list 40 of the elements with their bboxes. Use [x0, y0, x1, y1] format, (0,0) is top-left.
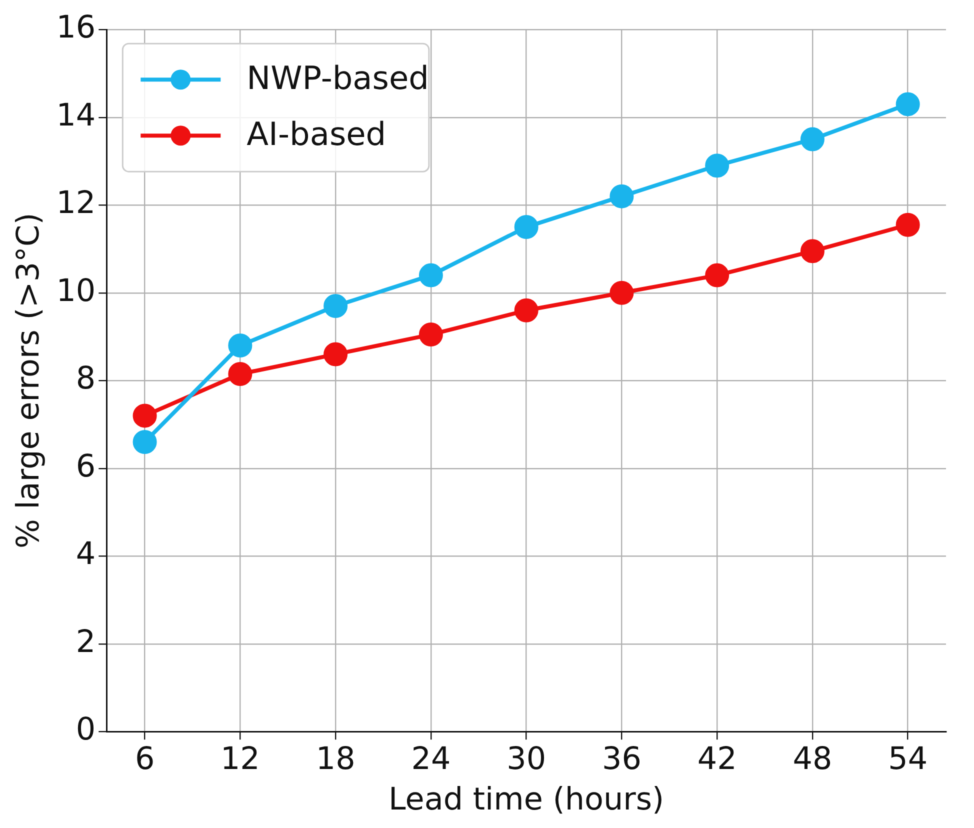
- x-tick-label: 48: [792, 741, 832, 778]
- legend-label: NWP-based: [246, 58, 429, 97]
- y-tick-label: 6: [76, 448, 96, 484]
- y-tick-label: 16: [56, 10, 96, 46]
- point: [705, 154, 730, 178]
- y-tick-label: 14: [56, 97, 96, 134]
- y-tick-label: 12: [56, 185, 96, 222]
- point: [324, 294, 348, 318]
- point: [896, 92, 920, 116]
- x-tick-label: 42: [697, 741, 737, 778]
- point: [132, 404, 157, 428]
- point: [228, 362, 252, 386]
- legend-label: AI-based: [246, 114, 386, 153]
- point: [610, 184, 634, 208]
- point: [132, 430, 157, 454]
- point: [418, 322, 443, 347]
- x-tick-label: 54: [888, 741, 928, 778]
- x-tick-label: 6: [134, 741, 155, 778]
- point: [324, 342, 348, 366]
- y-tick-label: 10: [56, 272, 96, 309]
- x-tick-label: 12: [220, 741, 260, 778]
- y-tick-label: 0: [76, 712, 96, 748]
- y-tick-label: 4: [76, 536, 96, 572]
- x-tick-label: 24: [411, 741, 451, 778]
- x-axis-title: Lead time (hours): [388, 781, 664, 818]
- y-tick-label: 8: [76, 360, 96, 397]
- x-tick-label: 18: [316, 741, 356, 778]
- x-tick-label: 36: [602, 741, 642, 778]
- point: [514, 298, 538, 322]
- point: [228, 334, 252, 358]
- point: [514, 215, 538, 240]
- point: [896, 212, 920, 237]
- x-tick-label: 30: [506, 741, 546, 778]
- point: [800, 127, 824, 152]
- point: [418, 263, 443, 288]
- point: [610, 280, 634, 305]
- point: [800, 239, 824, 264]
- point: [705, 263, 730, 288]
- y-tick-label: 2: [76, 624, 96, 660]
- y-axis-title: % large errors (>3°C): [10, 212, 47, 549]
